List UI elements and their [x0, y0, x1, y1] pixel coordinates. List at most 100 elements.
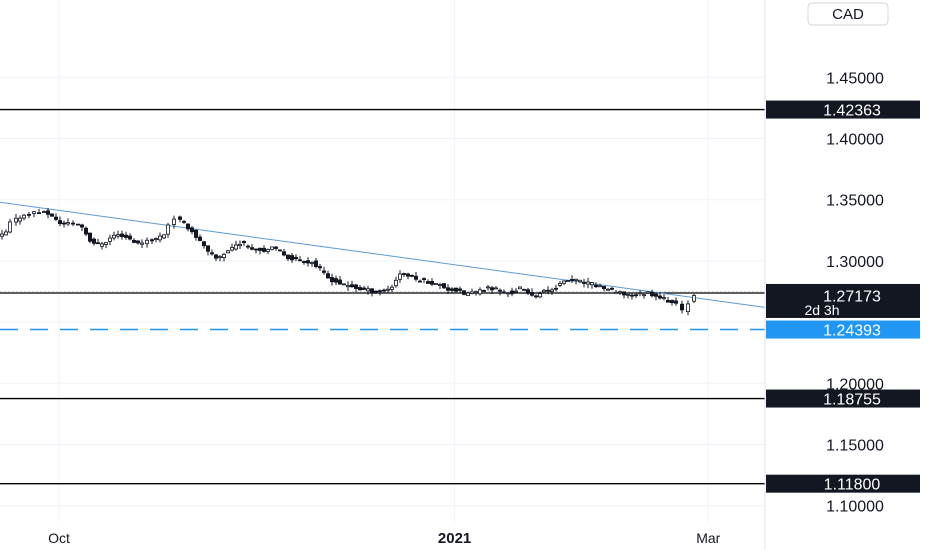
candle-up: [32, 211, 37, 214]
candle-down: [197, 236, 202, 241]
candle-down: [26, 213, 31, 216]
candle-up: [618, 291, 623, 294]
candle-down: [481, 290, 486, 292]
currency-badge[interactable]: CAD: [807, 2, 889, 26]
candle-down: [680, 303, 685, 311]
candle-up: [473, 291, 478, 294]
current-price-tag-text: 1.27173: [823, 289, 881, 306]
candle-down: [50, 213, 55, 217]
candle-down: [277, 249, 282, 252]
candle-up: [165, 224, 170, 235]
current-price-tag[interactable]: [766, 286, 920, 305]
candle-up: [469, 291, 474, 294]
candle-down: [421, 278, 426, 280]
candle-down: [321, 270, 326, 273]
candle-up: [108, 237, 113, 242]
candle-up: [646, 291, 651, 294]
candle-down: [281, 251, 286, 256]
candle-up: [485, 286, 490, 289]
candle-down: [666, 299, 671, 303]
candle-up: [233, 244, 238, 250]
time-axis[interactable]: Oct 2021 Mar: [48, 530, 721, 547]
candle-down: [325, 273, 330, 279]
candle-down: [96, 242, 101, 245]
candle-down: [201, 241, 206, 247]
candle-up: [17, 217, 22, 222]
candle-down: [289, 255, 294, 261]
candle-up: [7, 221, 12, 233]
candle-up: [153, 238, 158, 240]
candle-up: [42, 211, 47, 213]
candle-down: [449, 288, 454, 291]
candle-up: [626, 293, 631, 296]
candle-down: [457, 288, 462, 291]
countdown-tag: [766, 301, 920, 318]
candle-down: [71, 222, 76, 225]
candle-down: [594, 284, 599, 288]
price-tag[interactable]: [766, 389, 920, 408]
price-tag[interactable]: [766, 100, 920, 119]
candle-up: [217, 256, 222, 259]
trendline-layer: [0, 185, 766, 308]
candle-up: [578, 279, 583, 283]
price-tick-label: 1.15000: [826, 438, 884, 455]
candle-down: [297, 259, 302, 262]
candle-down: [622, 291, 627, 296]
candle-down: [135, 240, 140, 244]
candle-up: [562, 280, 567, 284]
dashed-level-tag[interactable]: [766, 320, 920, 339]
candle-down: [650, 291, 655, 297]
candle-up: [542, 289, 547, 293]
candle-up: [505, 292, 510, 295]
dashed-level-tag-text: 1.24393: [823, 323, 881, 340]
candle-down: [461, 290, 466, 295]
horizontal-levels: [0, 108, 765, 485]
price-tag[interactable]: [766, 474, 920, 493]
candle-down: [445, 287, 450, 291]
candle-down: [526, 289, 531, 294]
candle-down: [58, 220, 63, 225]
candle-down: [429, 281, 434, 285]
candle-down: [401, 273, 406, 275]
candle-down: [509, 290, 514, 295]
candle-up: [692, 295, 697, 302]
candle-up: [393, 279, 398, 287]
candle-up: [171, 218, 176, 225]
candle-down: [497, 289, 502, 292]
candle-up: [341, 283, 346, 286]
trendline[interactable]: [0, 185, 766, 308]
candle-down: [670, 300, 675, 304]
candle-down: [293, 256, 298, 260]
candle-up: [642, 294, 647, 297]
grid-lines: [0, 0, 765, 522]
candle-up: [237, 243, 242, 247]
time-label-oct: Oct: [48, 530, 70, 546]
candle-down: [62, 222, 67, 225]
candle-down: [630, 294, 635, 297]
price-tick-label: 1.35000: [826, 193, 884, 210]
candle-down: [602, 285, 607, 289]
candle-down: [654, 293, 659, 297]
candle-down: [253, 248, 258, 251]
candle-down: [357, 287, 362, 291]
candle-down: [257, 247, 262, 251]
candle-down: [209, 252, 214, 255]
candle-down: [353, 284, 358, 289]
candle-up: [157, 235, 162, 241]
candle-down: [261, 247, 266, 252]
candle-down: [80, 224, 85, 228]
candle-up: [558, 283, 563, 286]
candle-down: [189, 227, 194, 233]
candle-up: [538, 293, 543, 298]
candle-up: [586, 281, 591, 285]
price-tick-label: 1.30000: [826, 254, 884, 271]
candle-down: [92, 238, 97, 244]
candle-up: [389, 286, 394, 290]
candle-up: [225, 250, 230, 254]
price-axis[interactable]: 1.45000 1.40000 1.35000 1.30000 1.20000 1.150…: [826, 9, 884, 516]
candle-up: [309, 262, 314, 264]
candle-down: [273, 246, 278, 249]
candle-down: [369, 288, 374, 294]
